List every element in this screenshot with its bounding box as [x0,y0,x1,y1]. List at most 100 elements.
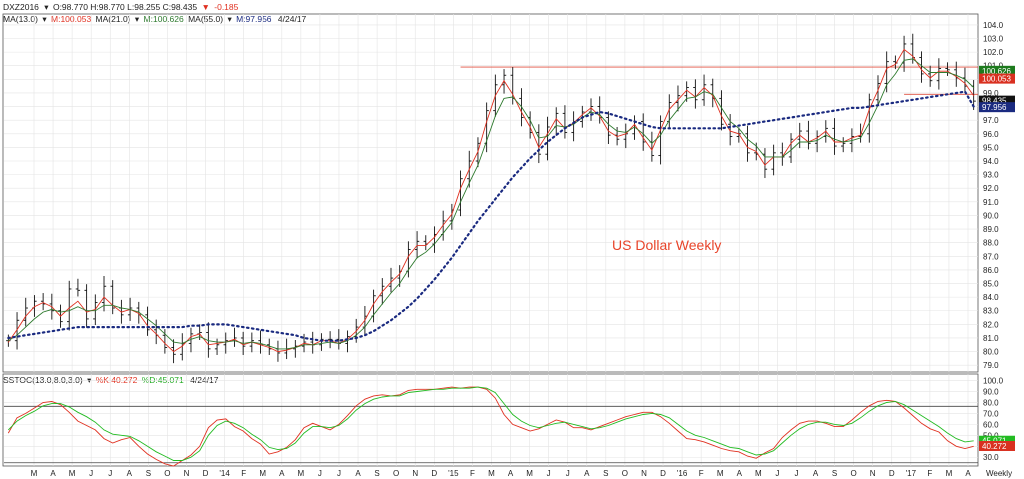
x-tick-label: M [69,469,76,478]
x-tick-label: A [127,469,133,478]
stoch-tags: 45.07140.272 [979,435,1015,451]
ma21-line [7,58,975,350]
stoch-panel: SSTOC(13.0,8.0,3.0) ▾ %K:40.272 %D:45.07… [2,373,1015,467]
symbol-label[interactable]: DXZ2016 [3,2,39,12]
dropdown-caret-icon[interactable]: ▾ [44,2,49,12]
x-tick-label: J [566,469,570,478]
x-tick-label: J [318,469,322,478]
price-tag-box [979,102,1015,113]
y-tick-label: 92.0 [983,184,999,193]
price-tag-box [979,73,1015,84]
x-tick-label: J [108,469,112,478]
ma13-label[interactable]: MA(13.0) [3,14,38,24]
stoch-panel-border [2,373,979,467]
moving-average-lines [7,48,975,353]
ohlc-bar [23,297,28,327]
x-tick-label: O [164,469,170,478]
x-tick-label: A [508,469,514,478]
x-tick-label: M [488,469,495,478]
x-tick-label: S [603,469,608,478]
ohlc-bar [414,231,420,259]
x-tick-label: M [31,469,38,478]
y-tick-label: 90.0 [983,388,999,397]
ohlc-bar [927,65,933,87]
ohlc-bar [936,58,942,90]
x-tick-label: '14 [219,469,230,478]
y-tick-label: 91.0 [983,198,999,207]
change-readout: -0.185 [214,2,238,12]
x-tick-label: M [717,469,724,478]
stoch-tag-box [979,435,1015,446]
x-tick-label: N [412,469,418,478]
price-tag-box [979,95,1015,106]
x-tick-label: '15 [448,469,459,478]
stoch-tag-box [979,440,1015,451]
stoch-k-value: %K:40.272 [96,375,138,385]
ma55-value: M:97.956 [236,14,272,24]
stoch-label[interactable]: SSTOC(13.0,8.0,3.0) [3,375,83,385]
ohlc-bar [693,79,698,109]
y-tick-label: 60.0 [983,420,999,429]
price-tag-label: 100.053 [982,75,1011,84]
ma21-label[interactable]: MA(21.0) [96,14,131,24]
x-tick-label: J [775,469,779,478]
y-tick-label: 90.0 [983,211,999,220]
ohlc-bar [867,93,872,143]
ohlc-readout: O:98.770 H:98.770 L:98.255 C:98.435 [53,2,197,12]
y-tick-label: 79.0 [983,361,999,370]
stoch-legend: SSTOC(13.0,8.0,3.0) ▾ %K:40.272 %D:45.07… [3,375,219,385]
ohlc-bar [788,133,794,164]
x-tick-label: '16 [677,469,688,478]
x-tick-label: F [470,469,475,478]
x-tick-label: N [184,469,190,478]
x-tick-label: M [259,469,266,478]
y-tick-label: 103.0 [983,35,1004,44]
ohlc-bar [67,280,72,331]
ohlc-bar [110,280,115,315]
ohlc-bar [727,114,733,146]
ma13-line [7,48,975,353]
y-tick-label: 100.0 [983,377,1004,386]
x-tick-label: D [889,469,895,478]
x-tick-label: A [50,469,56,478]
price-tag-label: 100.626 [982,67,1011,76]
stoch-date: 4/24/17 [190,375,219,385]
x-tick-label: J [337,469,341,478]
dropdown-caret-icon[interactable]: ▾ [135,14,140,24]
x-tick-label: D [431,469,437,478]
y-tick-label: 82.0 [983,320,999,329]
x-tick-label: S [146,469,151,478]
ohlc-bar [345,330,350,353]
x-tick-label: A [737,469,743,478]
stoch-tag-label: 40.272 [982,442,1007,451]
ohlc-bar [75,278,81,297]
ma21-value: M:100.626 [144,14,184,24]
stoch-k-line [7,386,974,467]
ohlc-bar [745,125,750,162]
ohlc-bar [658,115,663,165]
ohlc-bar [84,284,89,328]
stoch-d-value: %D:45.071 [142,375,184,385]
header-date: 4/24/17 [278,14,307,24]
x-tick-label: D [660,469,666,478]
y-tick-label: 94.0 [983,157,999,166]
x-axis: M A M J J A S O N D '14 F M A M J J A S O N D '15 F M A M J J A S O N D '1… [31,469,1012,478]
ohlc-bar [771,144,776,176]
dropdown-caret-icon[interactable]: ▾ [42,14,47,24]
x-tick-label: S [374,469,379,478]
dropdown-caret-icon[interactable]: ▾ [87,375,92,385]
y-tick-label: 93.0 [983,171,999,180]
x-tick-label: A [279,469,285,478]
y-tick-label: 86.0 [983,266,999,275]
y-tick-label: 30.0 [983,453,999,462]
x-tick-label: M [755,469,762,478]
x-tick-label: A [355,469,361,478]
x-tick-label: N [870,469,876,478]
x-tick-label: M [946,469,953,478]
ohlc-bar [701,74,707,106]
y-tick-label: 88.0 [983,239,999,248]
ohlc-bar [214,338,220,355]
dropdown-caret-icon[interactable]: ▾ [227,14,232,24]
